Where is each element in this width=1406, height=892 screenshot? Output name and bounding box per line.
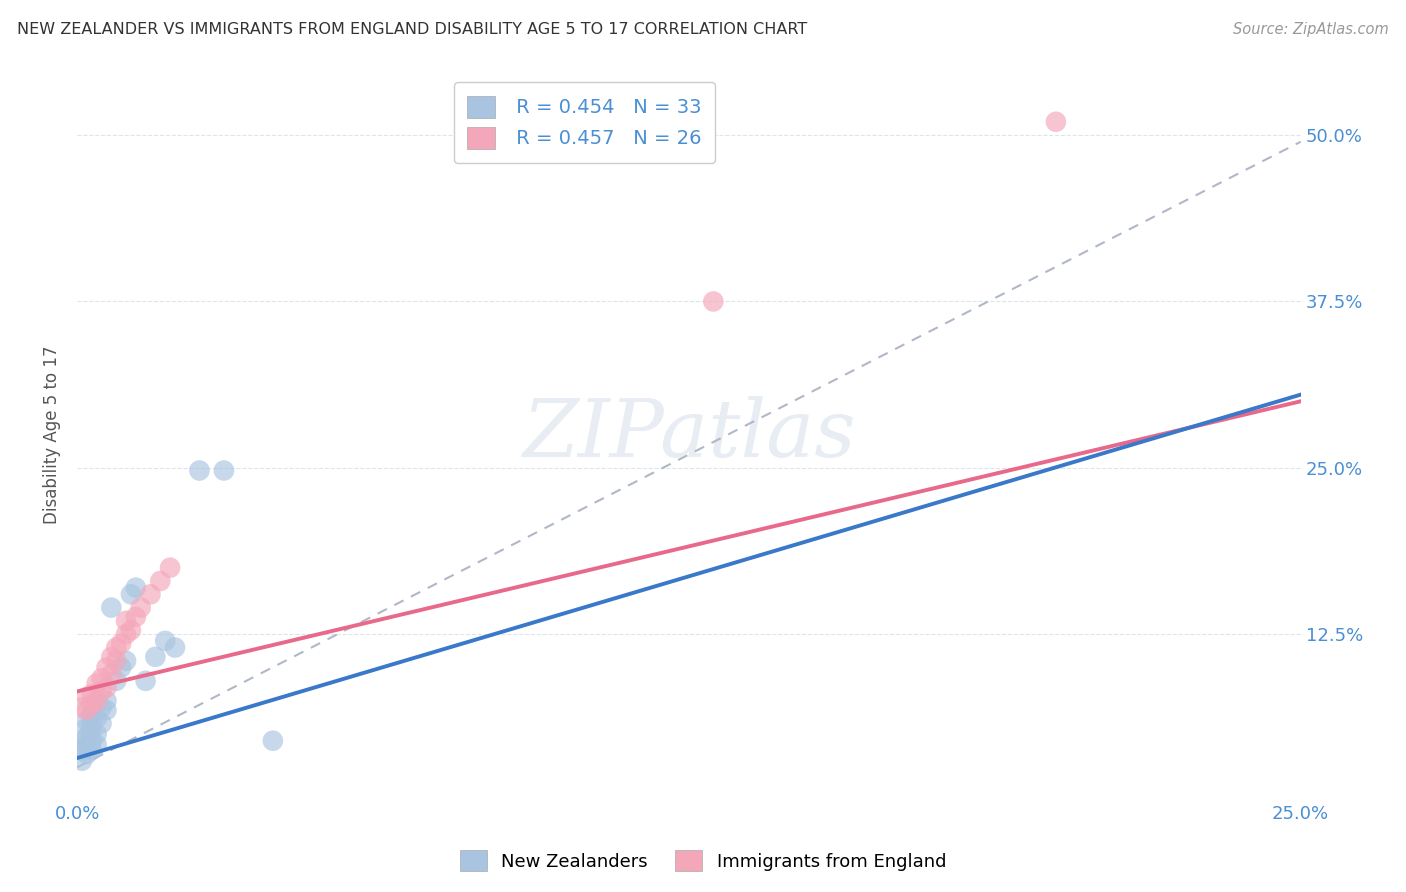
Point	[163, 640, 186, 655]
Point	[110, 636, 132, 650]
Point	[96, 681, 118, 695]
Point	[76, 690, 98, 704]
Point	[110, 660, 132, 674]
Text: NEW ZEALANDER VS IMMIGRANTS FROM ENGLAND DISABILITY AGE 5 TO 17 CORRELATION CHAR: NEW ZEALANDER VS IMMIGRANTS FROM ENGLAND…	[17, 22, 807, 37]
Text: Source: ZipAtlas.com: Source: ZipAtlas.com	[1233, 22, 1389, 37]
Point	[96, 694, 118, 708]
Point	[153, 633, 176, 648]
Point	[212, 463, 235, 477]
Point	[90, 684, 112, 698]
Point	[135, 673, 157, 688]
Text: ZIPatlas: ZIPatlas	[522, 396, 856, 474]
Point	[76, 747, 98, 761]
Point	[115, 654, 138, 668]
Point	[86, 711, 108, 725]
Legend:  R = 0.454   N = 33,  R = 0.457   N = 26: R = 0.454 N = 33, R = 0.457 N = 26	[454, 82, 716, 163]
Point	[76, 730, 98, 744]
Point	[188, 463, 211, 477]
Point	[80, 716, 103, 731]
Point	[139, 587, 162, 601]
Point	[76, 720, 98, 734]
Point	[80, 698, 103, 712]
Point	[105, 654, 128, 668]
Point	[125, 581, 148, 595]
Point	[145, 649, 167, 664]
Point	[86, 738, 108, 752]
Point	[702, 294, 724, 309]
Point	[159, 560, 181, 574]
Point	[86, 694, 108, 708]
Point	[70, 733, 93, 747]
Point	[100, 667, 122, 681]
Point	[76, 703, 98, 717]
Point	[120, 587, 142, 601]
Point	[129, 600, 152, 615]
Point	[90, 671, 112, 685]
Point	[70, 743, 93, 757]
Point	[76, 714, 98, 728]
Point	[86, 676, 108, 690]
Y-axis label: Disability Age 5 to 17: Disability Age 5 to 17	[44, 345, 60, 524]
Point	[90, 700, 112, 714]
Point	[80, 707, 103, 722]
Point	[100, 649, 122, 664]
Point	[86, 727, 108, 741]
Point	[105, 640, 128, 655]
Point	[80, 743, 103, 757]
Point	[1045, 115, 1067, 129]
Point	[115, 614, 138, 628]
Legend: New Zealanders, Immigrants from England: New Zealanders, Immigrants from England	[453, 843, 953, 879]
Point	[96, 660, 118, 674]
Point	[149, 574, 172, 588]
Point	[80, 724, 103, 739]
Point	[76, 738, 98, 752]
Point	[90, 716, 112, 731]
Point	[80, 733, 103, 747]
Point	[80, 687, 103, 701]
Point	[96, 703, 118, 717]
Point	[262, 733, 284, 747]
Point	[100, 600, 122, 615]
Point	[70, 700, 93, 714]
Point	[115, 627, 138, 641]
Point	[125, 610, 148, 624]
Point	[105, 673, 128, 688]
Point	[120, 624, 142, 638]
Point	[70, 754, 93, 768]
